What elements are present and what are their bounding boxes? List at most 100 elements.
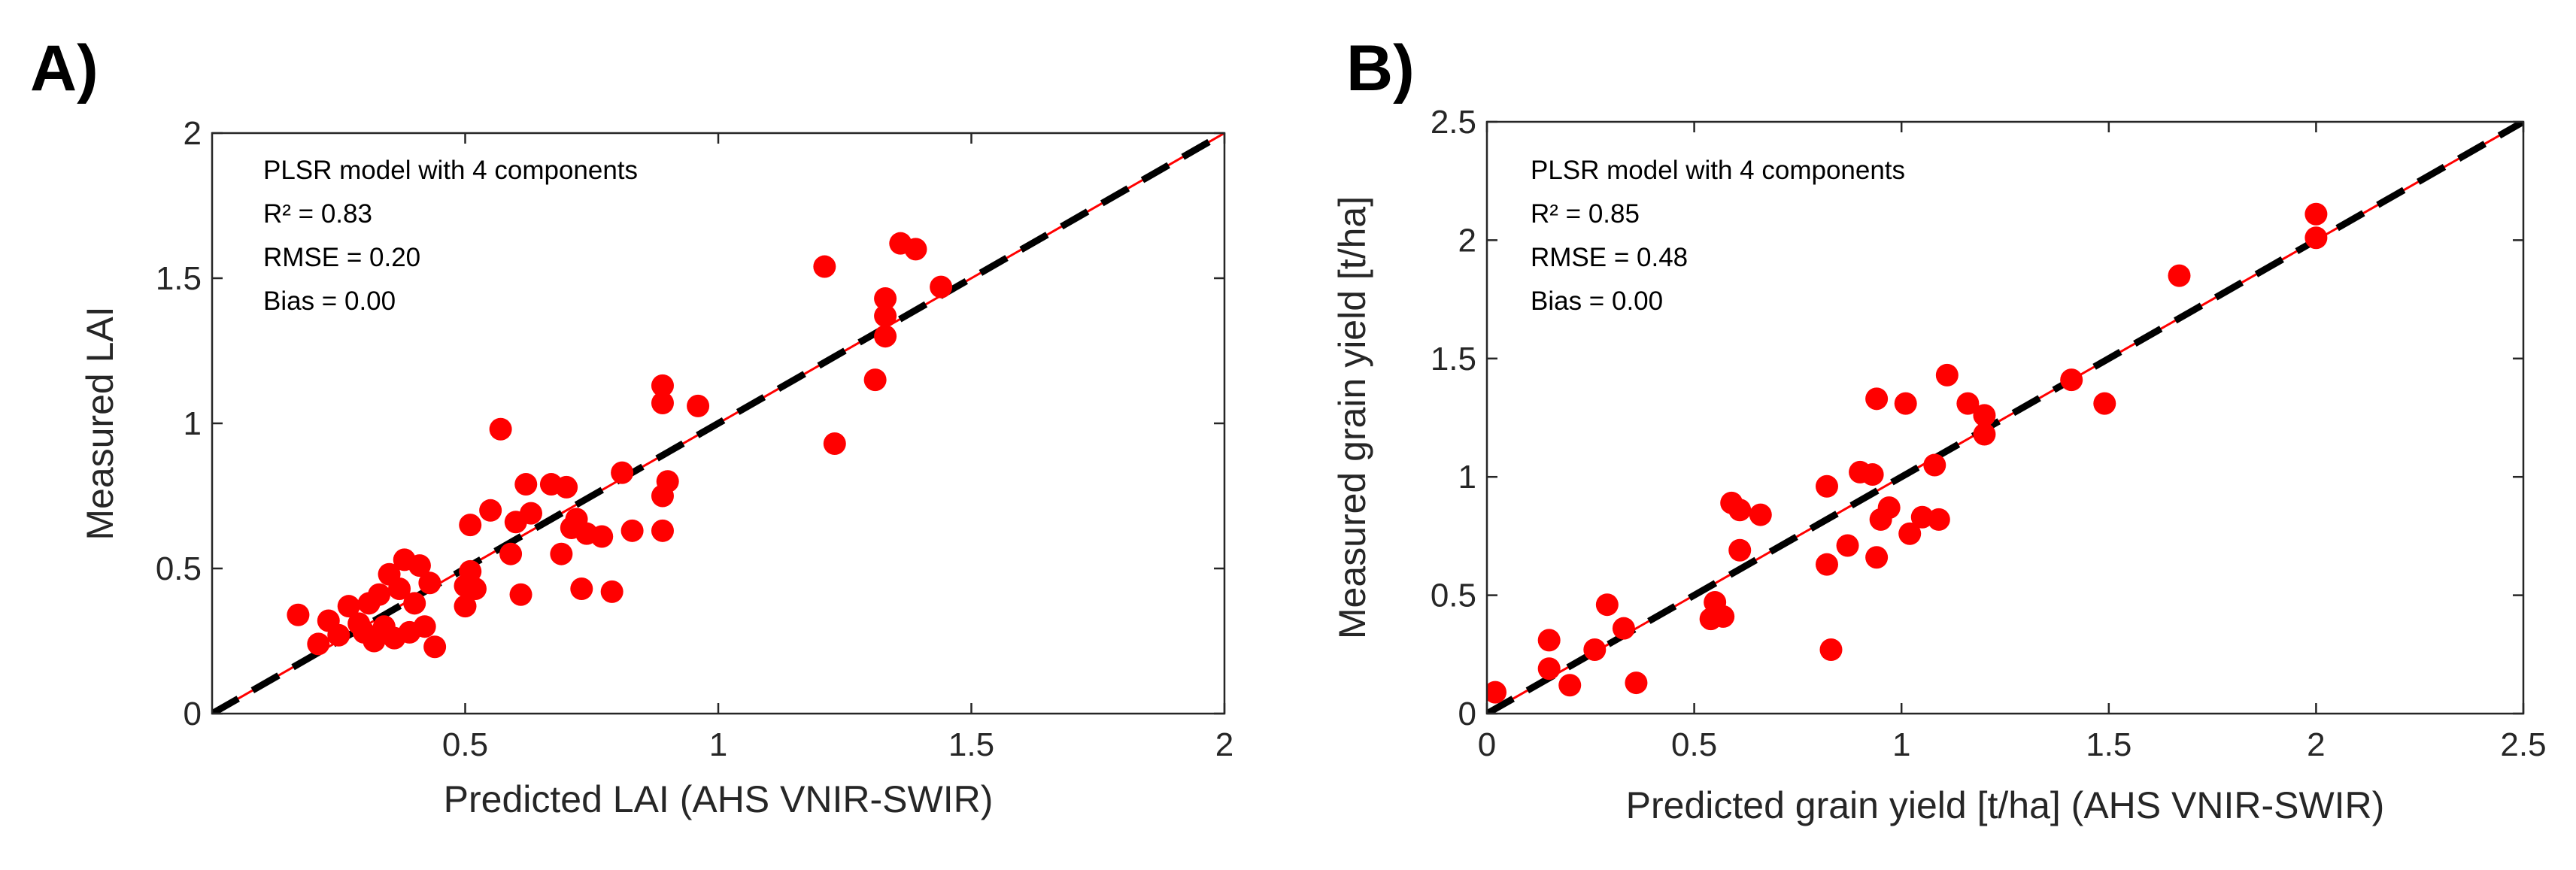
- panel-b-data-point: [1537, 629, 1561, 652]
- panel-a-data-point: [479, 499, 502, 522]
- panel-a-data-point: [519, 502, 542, 525]
- panel-a-x-axis-label: Predicted LAI (AHS VNIR-SWIR): [444, 778, 994, 820]
- panel-a-xtick-label: 1: [709, 726, 727, 763]
- panel-a-xtick-label: 1.5: [948, 726, 994, 763]
- panel-b-plot-area: [1487, 122, 2523, 714]
- panel-b-axes-frame: [1485, 120, 2525, 715]
- panel-a: A) 0.5 1 1.5 2 0 0.5 1 1.5 2 Predicted L…: [30, 32, 1233, 820]
- panel-a-data-point: [651, 519, 674, 542]
- panel-b-data-point: [1612, 617, 1635, 640]
- panel-b-ytick-label: 1.5: [1431, 341, 1476, 377]
- panel-a-data-point: [509, 583, 532, 606]
- panel-a-data-point: [408, 554, 431, 577]
- panel-a-letter: A): [30, 32, 99, 105]
- panel-b-annotation-line: R² = 0.85: [1531, 199, 1640, 229]
- panel-a-data-point: [687, 394, 710, 417]
- panel-b-data-point: [1923, 453, 1946, 477]
- panel-b-one-to-one-line: [1487, 122, 2523, 714]
- panel-b-data-point: [1894, 392, 1917, 415]
- panel-a-data-point: [823, 432, 846, 456]
- panel-b-data-point: [1595, 593, 1619, 617]
- panel-b-data-point: [1712, 605, 1735, 628]
- panel-b-data-point: [1487, 681, 1507, 704]
- panel-a-data-point: [570, 577, 593, 601]
- panel-b-data-point: [1815, 474, 1838, 498]
- panel-a-ytick-label: 1.5: [156, 260, 202, 297]
- panel-b-data-point: [1583, 638, 1607, 662]
- panel-a-ytick-label: 1: [184, 405, 202, 442]
- panel-a-annotation-line: RMSE = 0.20: [263, 243, 420, 272]
- panel-b-xtick-label: 1.5: [2086, 726, 2131, 763]
- panel-b-data-point: [1625, 671, 1648, 695]
- panel-b: B) 0 0.5 1 1.5 2 2.5 0 0.5 1 1.5 2 2.5 P…: [1331, 32, 2547, 826]
- panel-a-data-point: [550, 542, 573, 565]
- panel-a-data-point: [656, 470, 679, 493]
- panel-b-annotation-line: RMSE = 0.48: [1531, 243, 1688, 272]
- panel-b-ytick-label: 2: [1458, 222, 1476, 259]
- panel-a-data-point: [459, 514, 482, 537]
- panel-b-data-point: [1749, 503, 1772, 526]
- panel-b-data-point: [1728, 538, 1752, 562]
- panel-b-data-point: [2060, 368, 2083, 392]
- panel-a-data-point: [590, 525, 614, 548]
- panel-a-data-point: [499, 542, 523, 565]
- panel-a-data-point: [514, 473, 538, 496]
- panel-b-data-point: [1819, 638, 1843, 662]
- panel-a-annotation-line: PLSR model with 4 components: [263, 156, 638, 185]
- panel-b-xtick-label: 2: [2307, 726, 2325, 763]
- panel-a-ytick-label: 2: [184, 115, 202, 152]
- panel-b-data-point: [1865, 387, 1889, 411]
- panel-a-annotation-line: R² = 0.83: [263, 199, 372, 229]
- panel-b-data-point: [1973, 423, 1996, 446]
- panel-a-data-point: [863, 368, 887, 392]
- panel-a-data-point: [611, 461, 634, 484]
- panel-a-data-point: [874, 305, 897, 328]
- panel-a-data-point: [651, 374, 674, 397]
- panel-b-letter: B): [1346, 32, 1415, 105]
- panel-b-data-point: [1861, 463, 1884, 487]
- panel-b-data-point: [2304, 226, 2328, 250]
- panel-a-xtick-label: 2: [1215, 726, 1233, 763]
- panel-b-y-axis-label: Measured grain yield [t/ha]: [1331, 196, 1373, 639]
- panel-b-data-point: [1973, 404, 1996, 427]
- panel-b-data-point: [1836, 534, 1859, 557]
- panel-a-plot-area: [212, 133, 1224, 714]
- panel-a-data-point: [368, 583, 391, 606]
- panel-b-data-point: [1728, 499, 1752, 522]
- panel-b-annotation-line: PLSR model with 4 components: [1531, 156, 1905, 185]
- panel-a-data-point: [651, 391, 674, 414]
- panel-b-data-point: [1935, 363, 1959, 386]
- panel-a-ytick-label: 0: [184, 696, 202, 732]
- panel-a-y-axis-label: Measured LAI: [79, 306, 121, 540]
- panel-a-data-point: [600, 580, 624, 603]
- panel-b-data-point: [1877, 496, 1901, 520]
- panel-b-data-point: [1558, 674, 1582, 697]
- panel-b-x-axis-label: Predicted grain yield [t/ha] (AHS VNIR-S…: [1626, 784, 2385, 826]
- panel-b-data-point: [1910, 505, 1934, 529]
- panel-a-data-point: [337, 595, 360, 618]
- panel-b-xtick-label: 0.5: [1671, 726, 1717, 763]
- panel-a-data-point: [620, 519, 644, 542]
- panel-a-data-point: [287, 603, 310, 626]
- panel-b-data-point: [1898, 522, 1922, 545]
- panel-a-data-point: [403, 592, 426, 615]
- panel-a-data-point: [459, 559, 482, 583]
- panel-b-xtick-label: 2.5: [2500, 726, 2546, 763]
- panel-b-data-point: [1956, 392, 1980, 415]
- panel-a-data-point: [423, 635, 447, 659]
- panel-b-ytick-label: 0: [1458, 696, 1476, 732]
- panel-b-data-point: [2168, 264, 2191, 287]
- panel-a-data-point: [904, 238, 927, 261]
- panel-a-data-point: [489, 417, 512, 441]
- panel-b-data-point: [2093, 392, 2116, 415]
- panel-b-data-point: [1815, 553, 1838, 576]
- panel-a-data-point: [413, 615, 436, 638]
- panel-a-annotation-line: Bias = 0.00: [263, 286, 396, 316]
- panel-b-data-point: [2304, 202, 2328, 226]
- panel-b-regression-line: [1487, 122, 2523, 714]
- panel-a-data-point: [418, 571, 441, 595]
- panel-b-ytick-label: 2.5: [1431, 104, 1476, 141]
- panel-a-xtick-label: 0.5: [442, 726, 488, 763]
- panel-a-data-point: [874, 287, 897, 311]
